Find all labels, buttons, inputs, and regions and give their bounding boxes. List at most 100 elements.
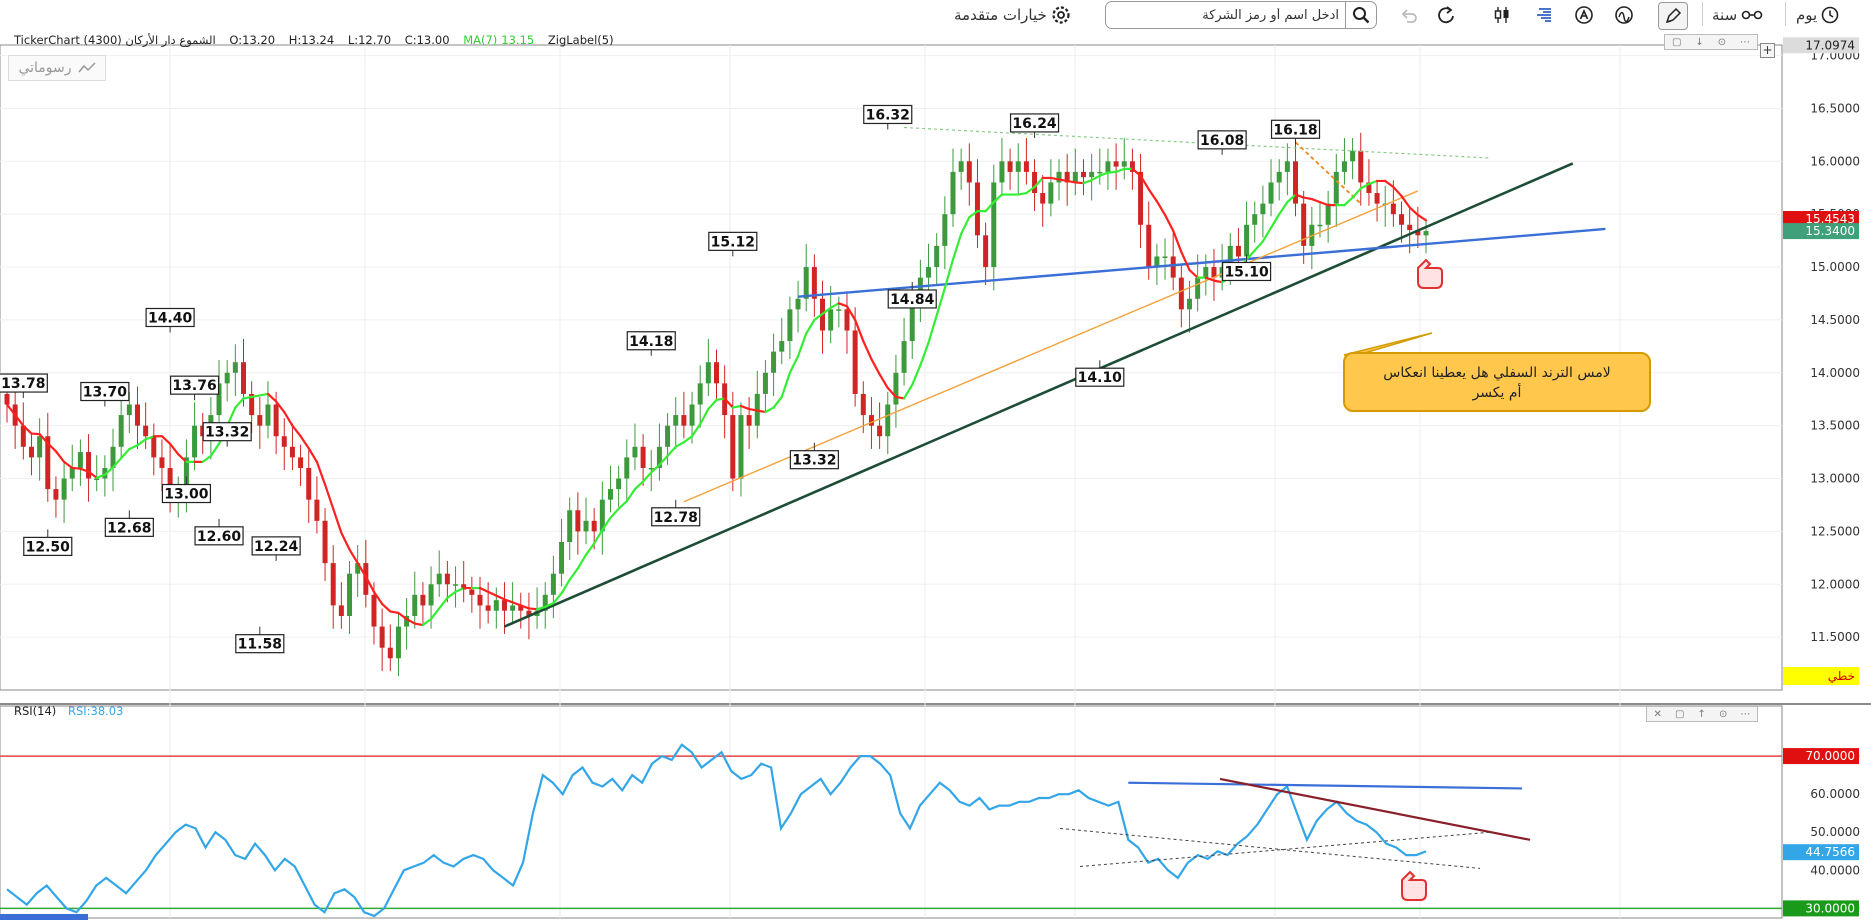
rsi-name: RSI(14) bbox=[14, 704, 57, 718]
candle-body bbox=[265, 404, 271, 426]
candle-body bbox=[69, 467, 75, 479]
candle-body bbox=[542, 594, 548, 611]
ma-segment bbox=[136, 438, 147, 447]
ma-segment bbox=[1115, 167, 1126, 173]
candle-body bbox=[828, 309, 834, 331]
ma-name: MA(7) bbox=[463, 33, 498, 47]
candle-body bbox=[167, 467, 173, 500]
rsi-30-tag-bg bbox=[1783, 900, 1859, 917]
compare-icon bbox=[1741, 10, 1763, 20]
zig-label: 12.68 bbox=[107, 520, 151, 536]
ma-segment bbox=[266, 392, 278, 403]
ma-segment bbox=[756, 409, 767, 414]
search-button[interactable] bbox=[1345, 2, 1376, 28]
candle-body bbox=[1170, 256, 1176, 278]
indicator-button[interactable] bbox=[1614, 2, 1634, 28]
zig-label: 13.00 bbox=[164, 487, 209, 503]
bars-profile-icon bbox=[1537, 8, 1551, 22]
search-input[interactable] bbox=[1112, 5, 1341, 25]
redo-button[interactable] bbox=[1436, 2, 1458, 28]
ma-segment bbox=[14, 413, 25, 427]
candle-body bbox=[893, 372, 899, 405]
ma-segment bbox=[242, 395, 253, 400]
symbol-search[interactable] bbox=[1105, 1, 1377, 29]
ma-segment bbox=[748, 407, 759, 412]
settings-icon: ⊙ bbox=[1717, 36, 1727, 48]
my-drawings-button[interactable]: رسوماتي bbox=[8, 55, 106, 81]
candle-body bbox=[1317, 224, 1323, 227]
candle-body bbox=[1399, 214, 1405, 225]
candle-body bbox=[656, 446, 662, 468]
ma-segment bbox=[617, 500, 628, 510]
price-pane-controls[interactable]: ▢ ↓ ⊙ ⋯ bbox=[1664, 34, 1758, 50]
price-tick-label: 16.5000 bbox=[1810, 101, 1860, 115]
ma-segment bbox=[633, 480, 645, 491]
candle-body bbox=[1072, 171, 1078, 183]
add-pane-button[interactable]: + bbox=[1760, 43, 1775, 58]
chart-canvas[interactable]: 13.78 12.50 13.70 14.40 13.76 13.00 12.68 13.32… bbox=[0, 30, 1871, 923]
candle-body bbox=[730, 415, 736, 479]
main-uptrend-line bbox=[503, 162, 1574, 628]
price-tick-label: 12.5000 bbox=[1810, 524, 1860, 538]
ma-segment bbox=[503, 598, 514, 604]
candle-body bbox=[836, 309, 842, 311]
rsi-last-tag-bg bbox=[1783, 844, 1859, 861]
candle-body bbox=[420, 594, 426, 606]
drawing-tools-button[interactable] bbox=[1658, 2, 1688, 30]
candle-body bbox=[1154, 256, 1160, 268]
zig-label: 14.18 bbox=[629, 334, 673, 350]
candle-body bbox=[901, 341, 907, 373]
zig-label: 14.84 bbox=[890, 292, 935, 308]
ma-segment bbox=[796, 332, 808, 358]
ma-segment bbox=[854, 318, 865, 343]
zig-label: 15.12 bbox=[711, 234, 755, 250]
redo-icon bbox=[1438, 6, 1454, 24]
price-tick-label: 14.0000 bbox=[1810, 366, 1860, 380]
ma-segment bbox=[984, 200, 995, 213]
ma-segment bbox=[723, 397, 734, 409]
undo-button[interactable] bbox=[1399, 2, 1419, 28]
gear-icon bbox=[1052, 6, 1070, 24]
advanced-options-button[interactable]: خيارات متقدمة bbox=[954, 2, 1071, 28]
auto-button[interactable] bbox=[1574, 2, 1594, 28]
candle-body bbox=[387, 647, 393, 659]
hand-pointer-shape bbox=[1401, 870, 1427, 901]
candle-body bbox=[395, 626, 401, 659]
rsi-30-tag: 30.0000 bbox=[1805, 901, 1855, 915]
ma-price-tag: 15.4543 bbox=[1805, 212, 1855, 226]
ma-segment bbox=[911, 364, 922, 386]
rsi-pane-controls[interactable]: ✕ ▢ ↑ ⊙ ⋯ bbox=[1646, 706, 1758, 722]
ma-segment bbox=[144, 435, 155, 441]
hand-pointer-icon bbox=[1401, 870, 1427, 901]
zig-label-name: ZigLabel(5) bbox=[547, 33, 614, 47]
ma-segment bbox=[1025, 185, 1036, 195]
candle-body bbox=[77, 452, 83, 468]
ma-segment bbox=[1245, 249, 1256, 261]
ma-segment bbox=[177, 453, 188, 464]
volume-profile-button[interactable] bbox=[1535, 2, 1555, 28]
candle-body bbox=[159, 457, 165, 468]
candle-body bbox=[1040, 193, 1046, 204]
ma-segment bbox=[609, 507, 620, 519]
candle-body bbox=[249, 393, 255, 416]
ma-segment bbox=[552, 592, 563, 605]
price-pane-frame bbox=[0, 44, 1783, 691]
period-day-button[interactable]: يوم bbox=[1796, 2, 1839, 28]
ma-segment bbox=[128, 444, 139, 451]
candles-button[interactable] bbox=[1492, 2, 1512, 28]
ma-segment bbox=[1082, 179, 1093, 185]
ma-segment bbox=[1278, 200, 1289, 216]
last-price-tag: 15.3400 bbox=[1805, 224, 1855, 238]
period-year-button[interactable]: سنة bbox=[1712, 2, 1763, 28]
zig-label-box bbox=[251, 536, 301, 556]
restore-icon: ▢ bbox=[1671, 36, 1682, 48]
zig-label-box bbox=[1221, 261, 1272, 282]
candle-body bbox=[134, 404, 140, 426]
low-value: L:12.70 bbox=[347, 33, 392, 47]
ma-segment bbox=[5, 403, 17, 417]
ma-segment bbox=[1155, 200, 1167, 217]
rsi-value: RSI:38.03 bbox=[67, 704, 124, 718]
candle-body bbox=[1113, 161, 1119, 167]
candle-body bbox=[118, 415, 124, 447]
candle-body bbox=[1121, 161, 1127, 167]
